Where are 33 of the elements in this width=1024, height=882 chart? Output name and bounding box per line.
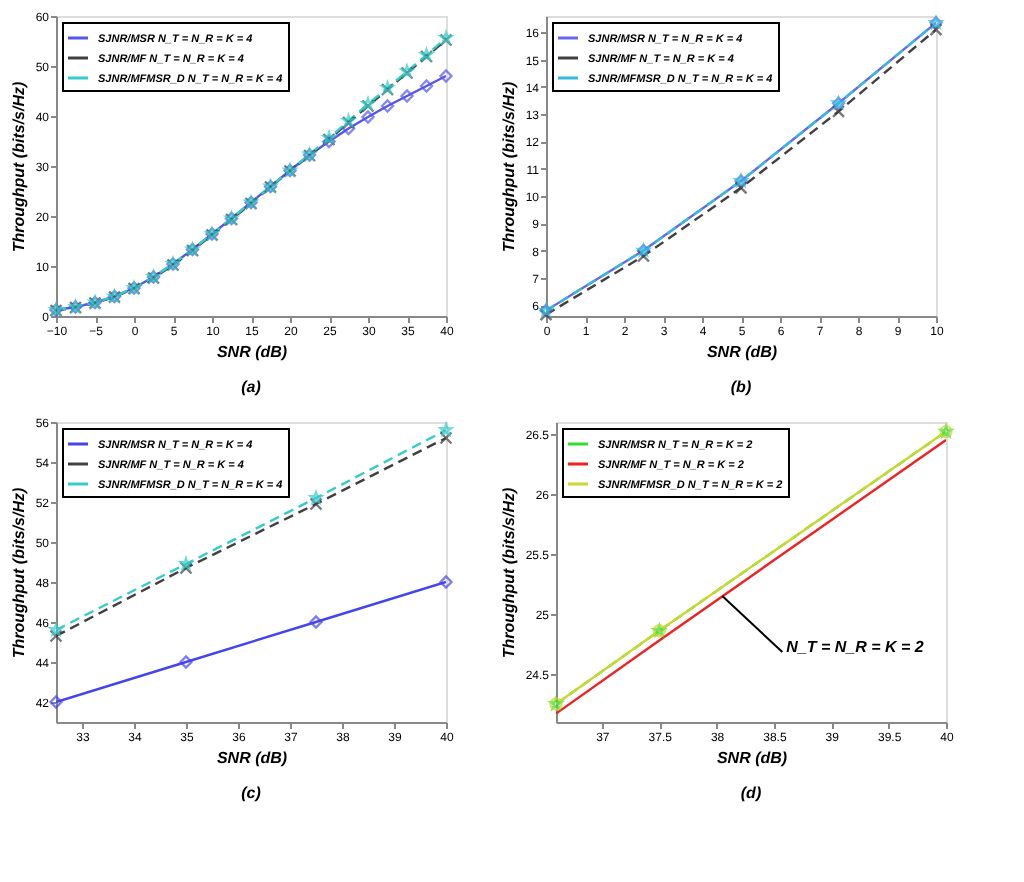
- x-axis-title: SNR (dB): [706, 343, 778, 361]
- point: [400, 89, 414, 103]
- point: [439, 575, 453, 589]
- point: [380, 99, 395, 113]
- y-axis-title: Throughput (bits/s/Hz): [499, 487, 518, 659]
- text: (a): [241, 378, 262, 396]
- text: (c): [241, 784, 262, 802]
- annotation: N_T = N_R = K = 2: [786, 638, 925, 656]
- point: [309, 615, 323, 629]
- x-axis-title: SNR (dB): [216, 343, 288, 361]
- point: [439, 423, 453, 436]
- point: [831, 104, 846, 119]
- point: [419, 79, 434, 93]
- point: [636, 249, 651, 263]
- point: [361, 110, 375, 124]
- point: [309, 497, 323, 511]
- point: [49, 629, 63, 643]
- text: (b): [730, 378, 752, 396]
- point: [439, 431, 453, 445]
- point: [49, 623, 63, 636]
- point: [341, 121, 356, 136]
- point: [179, 655, 193, 669]
- y-axis-title: Throughput (bits/s/Hz): [9, 81, 28, 253]
- point: [179, 561, 193, 575]
- point: [309, 491, 323, 504]
- x-axis-title: SNR (dB): [716, 749, 788, 767]
- y-axis-title: Throughput (bits/s/Hz): [499, 81, 518, 253]
- point: [49, 695, 63, 709]
- x-axis-title: SNR (dB): [216, 749, 288, 767]
- point: [179, 557, 193, 570]
- y-axis-title: Throughput (bits/s/Hz): [9, 487, 28, 659]
- text: (d): [740, 784, 762, 802]
- point: [439, 69, 453, 83]
